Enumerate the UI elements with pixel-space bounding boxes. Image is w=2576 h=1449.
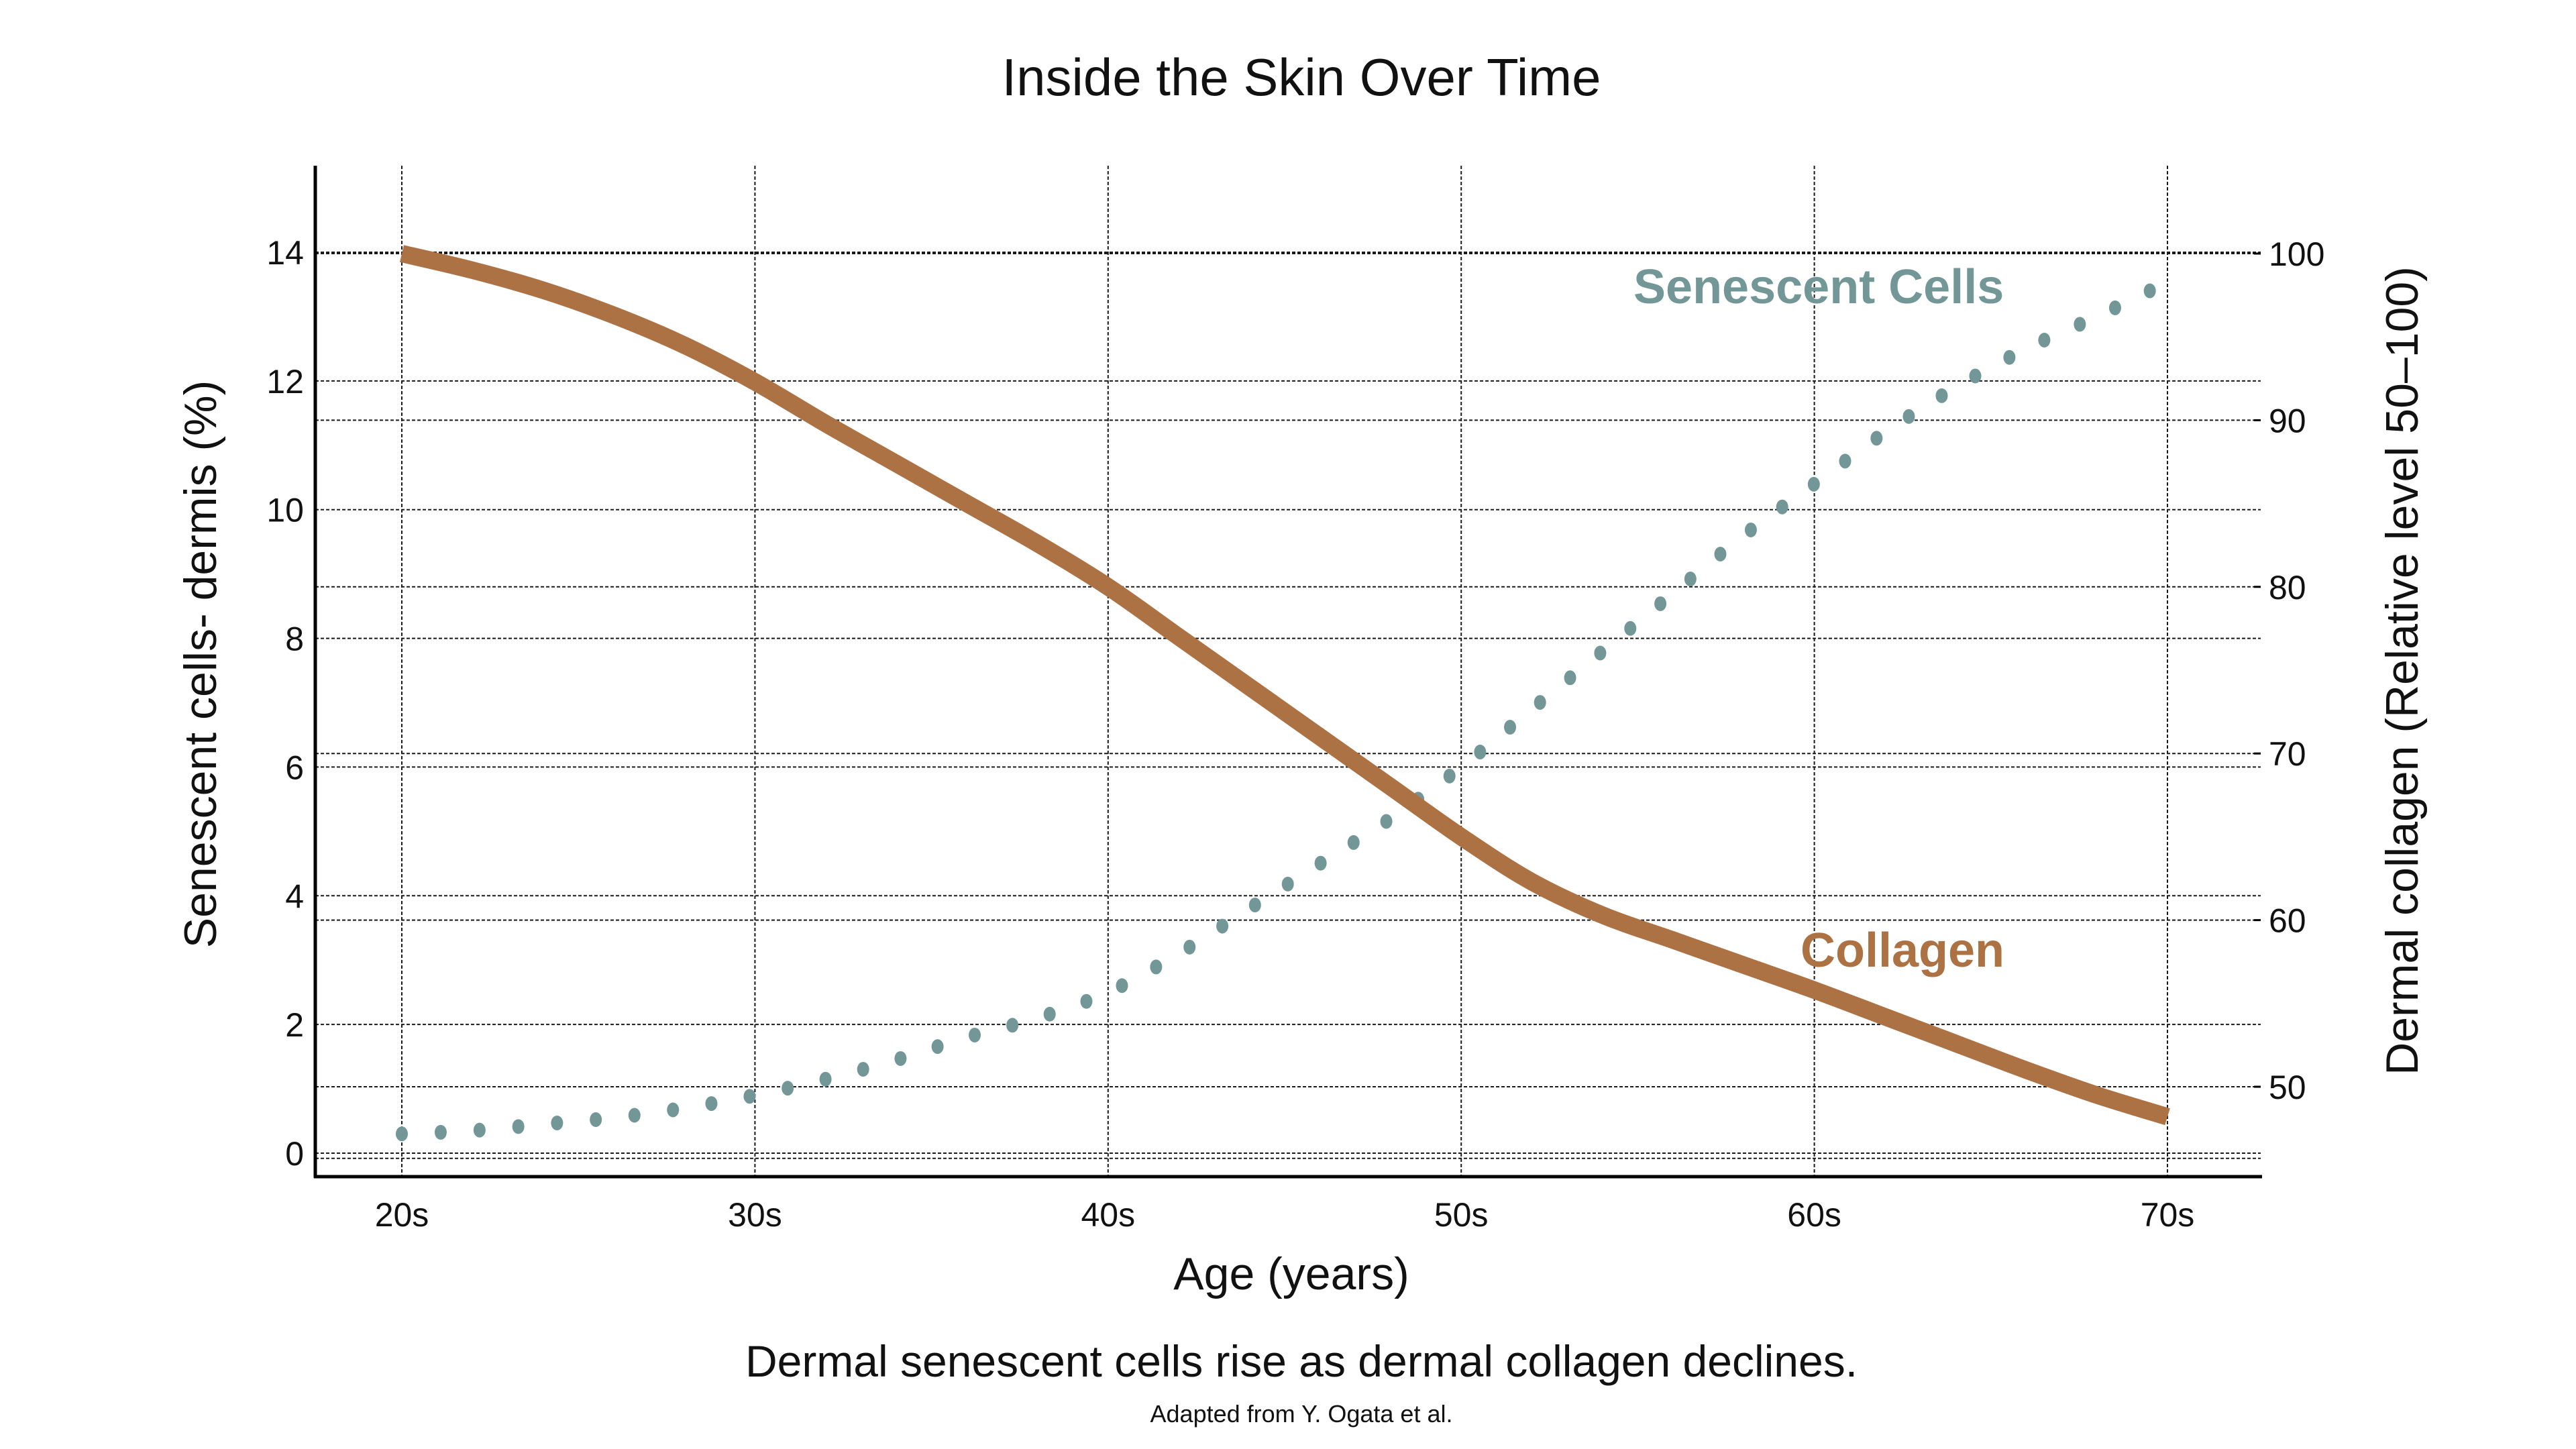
senescent-dot bbox=[1183, 939, 1196, 955]
senescent-dot bbox=[1150, 959, 1163, 975]
chart-title: Inside the Skin Over Time bbox=[1002, 48, 1601, 107]
senescent-dot bbox=[1474, 745, 1487, 760]
senescent-dot bbox=[1807, 476, 1820, 492]
senescent-dot bbox=[1534, 695, 1546, 710]
senescent-dot bbox=[705, 1096, 718, 1112]
senescent-dot bbox=[819, 1071, 832, 1087]
senescent-dot bbox=[1969, 368, 1982, 384]
senescent-dot bbox=[2003, 350, 2016, 365]
y-left-tick-label: 6 bbox=[285, 749, 304, 786]
y-right-tick-label: 60 bbox=[2269, 902, 2306, 940]
senescent-dot bbox=[1380, 814, 1393, 829]
senescent-dot bbox=[1714, 546, 1727, 561]
senescent-dot bbox=[551, 1116, 564, 1131]
senescent-dot bbox=[1654, 596, 1667, 611]
x-axis-title: Age (years) bbox=[1173, 1248, 1409, 1299]
senescent-dot bbox=[782, 1081, 794, 1096]
senescent-dot bbox=[1624, 621, 1637, 636]
senescent-dot bbox=[1248, 898, 1261, 913]
x-tick-label: 70s bbox=[2141, 1196, 2195, 1234]
y-left-tick-label: 10 bbox=[266, 492, 304, 529]
senescent-dot bbox=[2143, 283, 2156, 299]
y-left-tick-label: 14 bbox=[266, 234, 304, 272]
collagen-series bbox=[400, 245, 2170, 1126]
senescent-dot bbox=[743, 1089, 756, 1104]
y-axis-right-title: Dermal collagen (Relative level 50–100) bbox=[2377, 266, 2428, 1075]
y-right-tick-label: 100 bbox=[2269, 235, 2324, 273]
senescent-dot bbox=[931, 1039, 944, 1055]
y-right-tick-label: 70 bbox=[2269, 735, 2306, 773]
senescent-dot bbox=[1314, 855, 1327, 871]
senescent-dot bbox=[1839, 453, 1851, 469]
y-axis-left-title: Senescent cells- dermis (%) bbox=[175, 380, 226, 948]
senescent-dot bbox=[1216, 918, 1229, 934]
x-tick-label: 60s bbox=[1787, 1196, 1841, 1234]
y-right-tick-label: 90 bbox=[2269, 402, 2306, 439]
senescent-cells-label: Senescent Cells bbox=[1633, 260, 2004, 314]
y-left-tick-label: 4 bbox=[285, 877, 304, 915]
senescent-dot bbox=[1684, 572, 1697, 587]
senescent-dot bbox=[1281, 876, 1294, 892]
senescent-dot bbox=[1504, 720, 1517, 735]
chart-caption: Dermal senescent cells rise as dermal co… bbox=[745, 1336, 1858, 1386]
senescent-dot bbox=[1870, 431, 1883, 446]
senescent-dot bbox=[2074, 317, 2086, 332]
senescent-dot bbox=[1006, 1018, 1019, 1033]
senescent-dot bbox=[968, 1027, 981, 1042]
senescent-dot bbox=[512, 1119, 525, 1134]
y-left-tick-label: 2 bbox=[285, 1006, 304, 1044]
y-right-tick-label: 50 bbox=[2269, 1069, 2306, 1106]
senescent-dot bbox=[1594, 645, 1607, 661]
senescent-dot bbox=[2108, 300, 2121, 315]
x-tick-label: 20s bbox=[375, 1196, 429, 1234]
senescent-dot bbox=[894, 1051, 907, 1066]
senescent-dot bbox=[628, 1108, 641, 1123]
senescent-dot bbox=[1080, 994, 1093, 1009]
y-left-tick-label: 0 bbox=[285, 1135, 304, 1173]
senescent-dot bbox=[473, 1122, 486, 1138]
gridlines bbox=[315, 166, 2261, 1177]
senescent-dot bbox=[396, 1126, 408, 1142]
senescent-dot bbox=[1443, 768, 1456, 784]
senescent-dot bbox=[1347, 835, 1360, 850]
senescent-dot bbox=[667, 1102, 680, 1118]
y-axis-left-ticks: 0 2 4 6 8 10 12 14 bbox=[266, 234, 304, 1173]
source-credit: Adapted from Y. Ogata et al. bbox=[1150, 1400, 1453, 1428]
collagen-label: Collagen bbox=[1801, 924, 2004, 977]
y-left-tick-label: 12 bbox=[266, 363, 304, 400]
senescent-cells-series bbox=[396, 283, 2156, 1142]
x-axis-ticks: 20s 30s 40s 50s 60s 70s bbox=[375, 1196, 2195, 1234]
senescent-dot bbox=[1776, 499, 1788, 515]
senescent-dot bbox=[1902, 409, 1915, 424]
senescent-dot bbox=[1043, 1006, 1056, 1022]
senescent-dot bbox=[590, 1112, 602, 1128]
senescent-dot bbox=[434, 1124, 447, 1140]
senescent-dot bbox=[1564, 670, 1576, 686]
senescent-dot bbox=[1744, 522, 1757, 537]
x-tick-label: 30s bbox=[728, 1196, 782, 1234]
senescent-dot bbox=[2038, 333, 2051, 348]
y-right-tick-label: 80 bbox=[2269, 569, 2306, 606]
senescent-dot bbox=[1116, 978, 1128, 994]
x-tick-label: 50s bbox=[1434, 1196, 1489, 1234]
senescent-dot bbox=[857, 1061, 869, 1077]
axes bbox=[313, 166, 2262, 1179]
senescent-dot bbox=[1935, 388, 1948, 403]
y-left-tick-label: 8 bbox=[285, 621, 304, 658]
x-tick-label: 40s bbox=[1081, 1196, 1135, 1234]
y-axis-right-ticks: 50 60 70 80 90 100 bbox=[2254, 235, 2324, 1106]
